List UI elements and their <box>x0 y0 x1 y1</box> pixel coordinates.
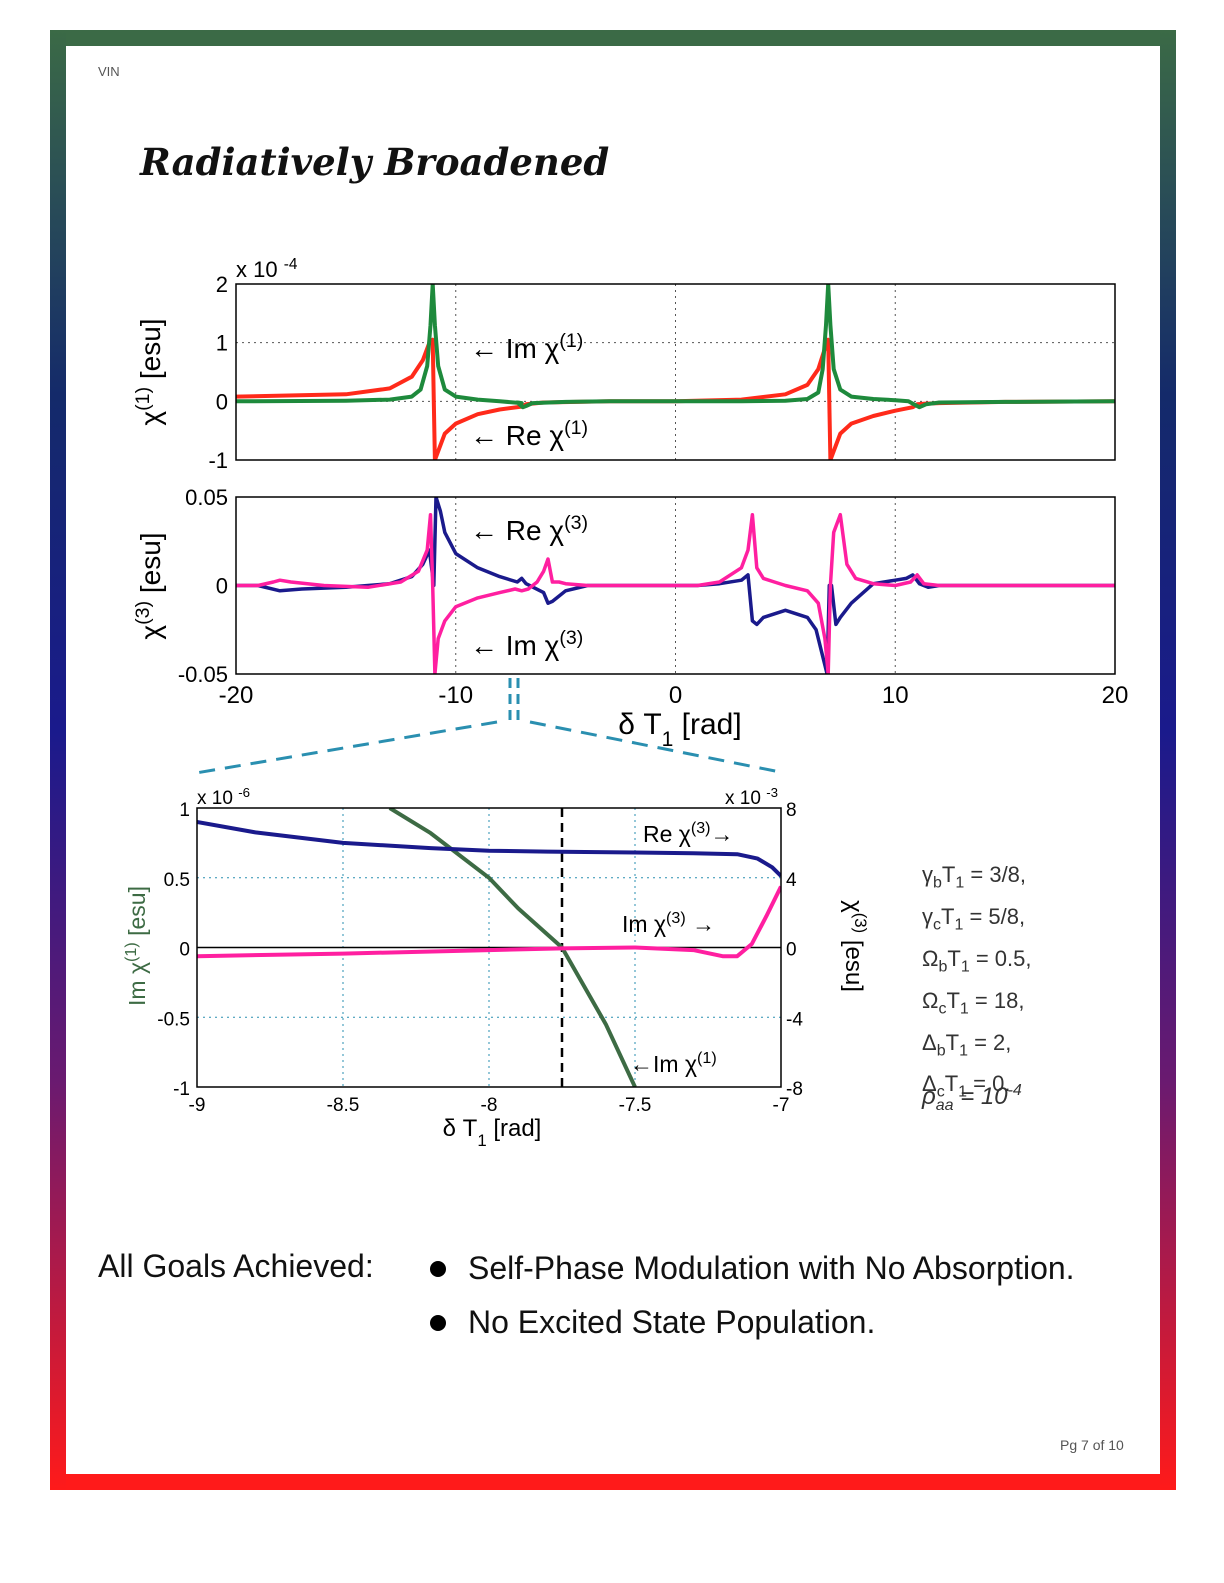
plot-frame <box>235 496 1116 675</box>
y-tick-label: 8 <box>786 800 797 821</box>
series-line <box>236 512 1115 674</box>
goals-label: All Goals Achieved: <box>98 1248 374 1284</box>
y-tick-label: 4 <box>786 870 797 891</box>
y-tick-label: 0.5 <box>164 870 190 891</box>
parameter-line: ΔbT1 = 2, <box>922 1029 1012 1059</box>
goal-item: No Excited State Population. <box>430 1304 875 1341</box>
parameter-line: ΩbT1 = 0.5, <box>922 945 1032 976</box>
y-tick-label: 1 <box>179 800 190 821</box>
header-mark: VIN <box>98 64 120 79</box>
charts-svg: 210-1x 10 -4χ(1) [esu] ← Im χ(1)← Re χ(1)… <box>122 256 1129 1150</box>
y-tick-label: -1 <box>208 448 228 473</box>
x-axis-label: δ T1 [rad] <box>443 1115 542 1150</box>
x-tick-label: -9 <box>189 1095 206 1116</box>
x-tick-label: 20 <box>1102 682 1129 709</box>
chart-chi3: 0.05 0 -0.05-20 -10 0 10 20 χ(3) [esu] δ T1 [rad… <box>132 485 1129 775</box>
y-tick-label: 1 <box>216 331 228 356</box>
series-line <box>197 820 781 878</box>
y-tick-label: 0 <box>179 940 190 961</box>
parameter-list: γbT1 = 3/8, γcT1 = 5/8, ΩbT1 = 0.5, ΩcT1 = … <box>922 858 1032 1109</box>
parameter-line: ΔcT1 = 0. <box>922 1071 1011 1101</box>
zoom-line <box>195 720 498 775</box>
y-tick-label: 0 <box>786 940 797 961</box>
y-tick-label: 0 <box>216 574 228 599</box>
y-tick-label: 0 <box>216 389 228 414</box>
y-axis-label-left: Im χ(1) [esu] <box>122 886 150 1006</box>
parameter-line: γcT1 = 5/8, <box>922 903 1026 934</box>
y-tick-label: -0.05 <box>178 662 228 687</box>
x-tick-label: 0 <box>669 682 682 709</box>
parameter-line: ΩcT1 = 18, <box>922 987 1025 1018</box>
x-tick-label: -8.5 <box>327 1095 360 1116</box>
y-tick-label: -8 <box>786 1079 803 1100</box>
x-tick-label: -20 <box>219 682 254 709</box>
y-tick-label: 0.05 <box>185 485 228 510</box>
parameter-line: γbT1 = 3/8, <box>922 862 1027 892</box>
y-axis-label: χ(1) [esu] <box>132 318 166 425</box>
zoom-line <box>529 720 781 774</box>
y-tick-label: -0.5 <box>157 1009 190 1030</box>
bullet-icon <box>430 1260 446 1277</box>
rho-value: ρaa = 10-4 <box>922 1082 1022 1114</box>
annotation: ← Im χ(1) <box>470 330 583 364</box>
scale-note: x 10 -6 <box>197 785 250 810</box>
goal-item: Self-Phase Modulation with No Absorption… <box>430 1250 1075 1287</box>
gradient-frame <box>50 30 1176 1490</box>
chart-chi1: 2 1 0 -1 x 10 -4 χ(1) [esu] ← Im χ(1) ← Re χ(1) <box>132 256 1116 473</box>
x-tick-label: 10 <box>882 682 909 709</box>
x-axis-label: δ T1 [rad] <box>618 708 741 751</box>
annotation: Re χ(3)→ <box>643 819 734 847</box>
x-tick-label: -10 <box>438 682 473 709</box>
series-line <box>197 885 781 959</box>
x-tick-label: -7 <box>773 1095 790 1116</box>
annotation: ←Im χ(1) <box>630 1049 717 1077</box>
annotation: Im χ(3) → <box>622 909 715 937</box>
y-axis-label: χ(3) [esu] <box>132 532 166 639</box>
annotation: ← Im χ(3) <box>470 627 583 661</box>
x-tick-label: -8 <box>481 1095 498 1116</box>
chart-zoom: 1 0.5 0 -0.5 -1 8 4 0 -4 -8 -9 -8.5 -8 -7.5 -7 x 10 -6 x… <box>122 785 871 1150</box>
y-tick-label: -1 <box>173 1079 190 1100</box>
annotation: ← Re χ(1) <box>470 417 588 451</box>
annotation: ← Re χ(3) <box>470 512 588 546</box>
y-axis-label-right: χ(3) [esu] <box>840 900 871 992</box>
page-number: Pg 7 of 10 <box>1060 1437 1124 1453</box>
page-title: Radiatively Broadened <box>140 140 610 184</box>
plot-frame <box>235 283 1116 461</box>
plot-frame <box>196 807 782 1088</box>
y-tick-label: 2 <box>216 272 228 297</box>
bullet-icon <box>430 1314 446 1331</box>
x-tick-label: -7.5 <box>619 1095 652 1116</box>
scale-note: x 10 -4 <box>236 256 298 283</box>
series-line <box>388 808 637 1087</box>
y-tick-label: -4 <box>786 1009 803 1030</box>
series-line <box>236 284 1115 410</box>
scale-note: x 10 -3 <box>725 785 778 810</box>
